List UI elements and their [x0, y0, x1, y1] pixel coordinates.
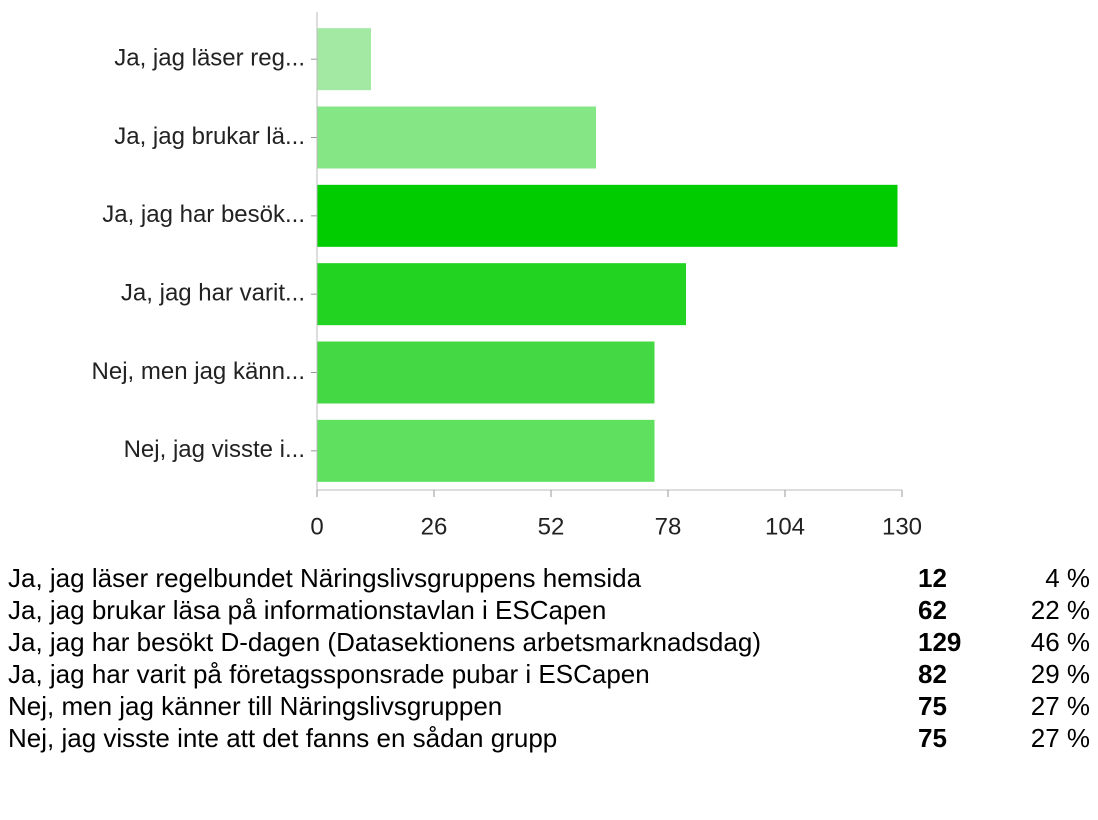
row-percent: 27 %: [1030, 723, 1090, 753]
summary-table: Ja, jag läser regelbundet Näringslivsgru…: [8, 562, 1090, 754]
row-label: Ja, jag brukar läsa på informationstavla…: [8, 595, 607, 625]
row-label: Ja, jag läser regelbundet Näringslivsgru…: [8, 563, 642, 593]
y-tick-label: Ja, jag brukar lä...: [114, 123, 305, 150]
row-percent: 29 %: [1030, 659, 1090, 689]
row-count: 129: [918, 627, 962, 657]
bar: [317, 106, 596, 169]
x-tick-label: 0: [310, 513, 323, 540]
row-label: Nej, men jag känner till Näringslivsgrup…: [8, 691, 503, 721]
x-tick-label: 26: [421, 513, 448, 540]
row-percent: 27 %: [1030, 691, 1090, 721]
y-tick-label: Ja, jag har varit...: [121, 280, 305, 307]
row-count: 12: [918, 563, 947, 593]
y-tick-label: Ja, jag har besök...: [102, 201, 305, 228]
x-tick-label: 104: [765, 513, 805, 540]
row-percent: 4 %: [1045, 563, 1090, 593]
chart: Ja, jag läser reg... Ja, jag brukar lä...…: [92, 12, 922, 540]
row-count: 62: [918, 595, 947, 625]
row-percent: 46 %: [1030, 627, 1090, 657]
row-count: 82: [918, 659, 947, 689]
bar: [317, 341, 655, 404]
bar: [317, 28, 371, 91]
x-tick-label: 78: [655, 513, 682, 540]
x-tick-label: 130: [882, 513, 922, 540]
bar: [317, 263, 686, 326]
y-tick-label: Ja, jag läser reg...: [114, 45, 305, 72]
y-tick-label: Nej, men jag känn...: [92, 358, 305, 385]
row-percent: 22 %: [1030, 595, 1090, 625]
row-label: Ja, jag har varit på företagssponsrade p…: [8, 659, 650, 689]
row-count: 75: [918, 723, 947, 753]
bar: [317, 419, 655, 482]
y-tick-label: Nej, jag visste i...: [124, 436, 305, 463]
bar: [317, 184, 898, 247]
row-count: 75: [918, 691, 947, 721]
row-label: Nej, jag visste inte att det fanns en så…: [8, 723, 558, 753]
x-tick-label: 52: [538, 513, 565, 540]
row-label: Ja, jag har besökt D-dagen (Datasektione…: [8, 627, 761, 657]
